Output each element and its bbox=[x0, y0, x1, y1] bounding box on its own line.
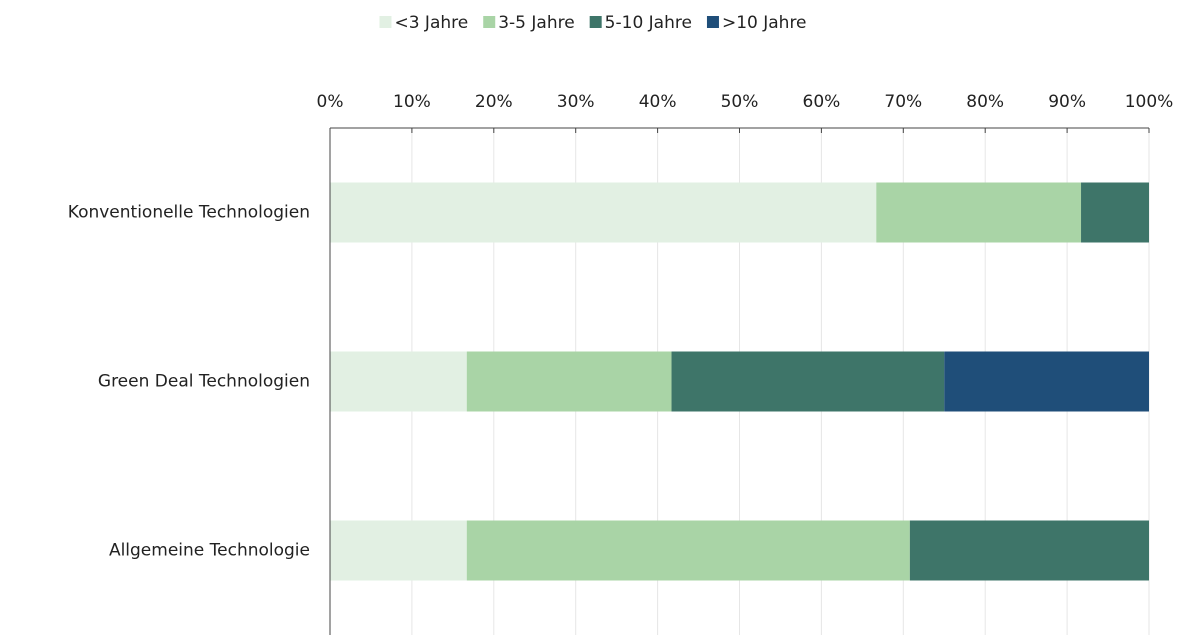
x-tick-label: 60% bbox=[803, 92, 841, 112]
legend-swatch bbox=[589, 16, 602, 28]
x-tick-label: 50% bbox=[721, 92, 759, 112]
legend-swatch bbox=[379, 16, 392, 28]
y-tick-label: Green Deal Technologien bbox=[98, 372, 310, 392]
bar-segment bbox=[876, 182, 1082, 243]
legend-label: <3 Jahre bbox=[394, 13, 468, 33]
x-tick-label: 10% bbox=[393, 92, 431, 112]
bar-segment bbox=[466, 520, 910, 581]
x-tick-label: 20% bbox=[475, 92, 513, 112]
y-tick-label: Allgemeine Technologie bbox=[109, 541, 310, 561]
x-tick-label: 90% bbox=[1048, 92, 1086, 112]
bar-segment bbox=[466, 351, 672, 412]
x-tick-label: 30% bbox=[557, 92, 595, 112]
bar-segment bbox=[909, 520, 1149, 581]
y-tick-label: Konventionelle Technologien bbox=[68, 203, 310, 223]
bar-segment bbox=[330, 351, 467, 412]
x-tick-label: 0% bbox=[317, 92, 344, 112]
x-tick-label: 70% bbox=[884, 92, 922, 112]
legend-label: 3-5 Jahre bbox=[498, 13, 574, 33]
legend-swatch bbox=[706, 16, 719, 28]
bar-segment bbox=[1081, 182, 1149, 243]
legend-swatch bbox=[483, 16, 496, 28]
bar-segment bbox=[944, 351, 1149, 412]
bar-segment bbox=[330, 520, 467, 581]
legend-label: 5-10 Jahre bbox=[605, 13, 692, 33]
x-tick-label: 80% bbox=[966, 92, 1004, 112]
legend-label: >10 Jahre bbox=[722, 13, 807, 33]
x-tick-label: 40% bbox=[639, 92, 677, 112]
bar-segment bbox=[671, 351, 945, 412]
x-tick-label: 100% bbox=[1125, 92, 1174, 112]
bar-segment bbox=[330, 182, 877, 243]
